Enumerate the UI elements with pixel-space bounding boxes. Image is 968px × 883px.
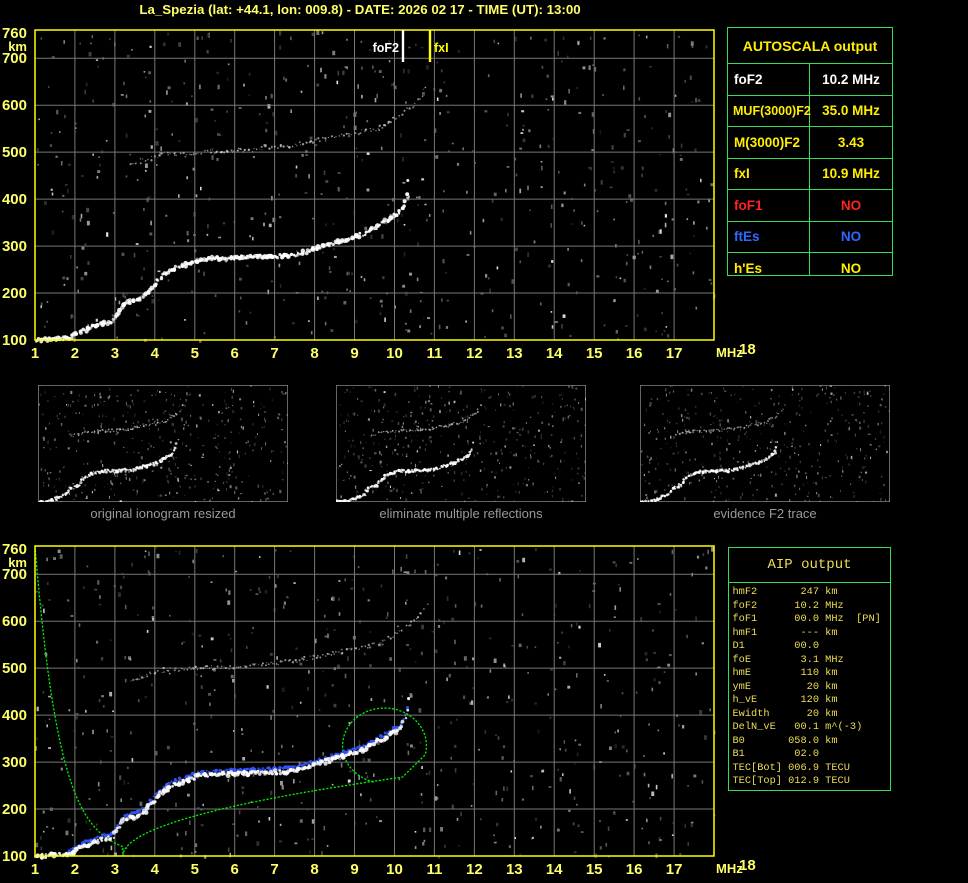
svg-text:6: 6 — [231, 861, 239, 878]
svg-text:3: 3 — [111, 861, 119, 878]
svg-text:7: 7 — [270, 861, 278, 878]
svg-text:5: 5 — [191, 345, 199, 362]
svg-text:4: 4 — [151, 345, 160, 362]
svg-text:6: 6 — [231, 345, 239, 362]
svg-text:100: 100 — [2, 848, 27, 865]
svg-text:9: 9 — [350, 861, 358, 878]
svg-text:16: 16 — [626, 345, 643, 362]
svg-text:7: 7 — [270, 345, 278, 362]
svg-text:km: km — [8, 39, 27, 54]
svg-text:2: 2 — [71, 345, 79, 362]
svg-text:10: 10 — [386, 861, 403, 878]
svg-text:15: 15 — [586, 345, 603, 362]
svg-text:1: 1 — [31, 345, 39, 362]
svg-text:13: 13 — [506, 861, 523, 878]
svg-text:200: 200 — [2, 801, 27, 818]
svg-text:15: 15 — [586, 861, 603, 878]
svg-text:300: 300 — [2, 754, 27, 771]
svg-text:400: 400 — [2, 191, 27, 208]
svg-text:300: 300 — [2, 238, 27, 255]
svg-text:5: 5 — [191, 861, 199, 878]
svg-text:11: 11 — [426, 861, 442, 878]
svg-text:10: 10 — [386, 345, 403, 362]
svg-text:18: 18 — [739, 341, 756, 358]
svg-text:600: 600 — [2, 613, 27, 630]
svg-text:14: 14 — [546, 345, 563, 362]
svg-text:600: 600 — [2, 97, 27, 114]
svg-text:400: 400 — [2, 707, 27, 724]
svg-text:500: 500 — [2, 660, 27, 677]
svg-text:17: 17 — [666, 861, 683, 878]
svg-text:km: km — [8, 555, 27, 570]
svg-text:foF2: foF2 — [373, 41, 399, 55]
svg-text:500: 500 — [2, 144, 27, 161]
svg-text:1: 1 — [31, 861, 39, 878]
svg-text:12: 12 — [466, 861, 483, 878]
svg-text:100: 100 — [2, 332, 27, 349]
svg-text:14: 14 — [546, 861, 563, 878]
svg-text:11: 11 — [426, 345, 442, 362]
svg-text:13: 13 — [506, 345, 523, 362]
svg-text:fxI: fxI — [434, 41, 449, 55]
svg-text:12: 12 — [466, 345, 483, 362]
svg-text:4: 4 — [151, 861, 160, 878]
svg-text:9: 9 — [350, 345, 358, 362]
svg-text:8: 8 — [310, 861, 318, 878]
svg-text:2: 2 — [71, 861, 79, 878]
svg-text:18: 18 — [739, 857, 756, 874]
svg-text:3: 3 — [111, 345, 119, 362]
svg-text:16: 16 — [626, 861, 643, 878]
svg-text:200: 200 — [2, 285, 27, 302]
svg-text:17: 17 — [666, 345, 683, 362]
svg-text:8: 8 — [310, 345, 318, 362]
